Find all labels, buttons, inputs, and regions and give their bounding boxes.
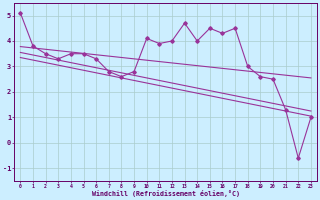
X-axis label: Windchill (Refroidissement éolien,°C): Windchill (Refroidissement éolien,°C)	[92, 190, 240, 197]
